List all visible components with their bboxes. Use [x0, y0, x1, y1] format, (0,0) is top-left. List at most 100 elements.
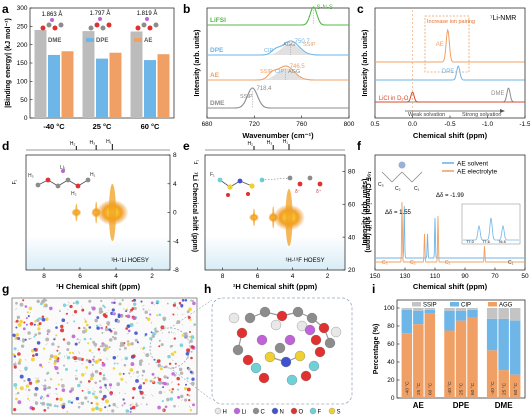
md-atom: [59, 397, 63, 402]
y-tick-label: 0: [391, 395, 395, 402]
svg-text:δ⁺: δ⁺: [316, 189, 322, 195]
md-atom: [74, 377, 79, 381]
md-atom: [17, 323, 22, 327]
bar-segment-agg: [455, 320, 467, 398]
md-atom: [81, 389, 84, 392]
md-atom: [192, 403, 195, 407]
md-atom: [190, 335, 195, 340]
cluster-atom: [300, 370, 312, 382]
md-atom: [43, 303, 46, 306]
md-atom: [111, 335, 115, 339]
md-atom: [41, 317, 46, 322]
md-atom: [161, 400, 164, 403]
x-tick-label: 800: [344, 121, 355, 128]
legend-atom-c: [252, 407, 260, 415]
cluster-atom: [242, 354, 254, 366]
y-tick-label: 60: [348, 201, 356, 208]
md-atom: [189, 318, 192, 321]
md-atom: [36, 341, 41, 345]
md-atom: [15, 326, 18, 329]
x-group-label: DPE: [453, 401, 470, 410]
md-atom: [60, 378, 63, 381]
x-tick-label: -1.0: [482, 121, 494, 128]
legend-label-dme: DME: [48, 38, 61, 44]
inset-spectrum: [463, 217, 519, 241]
spectrum-ae-electrolyte: [375, 201, 525, 263]
md-atom: [104, 406, 107, 409]
bar-dme: [130, 31, 143, 118]
md-atom: [90, 306, 93, 309]
peak-label-c1: C₁: [445, 260, 451, 266]
md-atom: [159, 367, 163, 371]
x-tick-label: 8: [42, 273, 46, 280]
md-atom: [66, 348, 70, 352]
cluster-atom: [284, 334, 296, 346]
md-bond: [100, 367, 103, 370]
md-atom: [48, 357, 52, 361]
md-atom: [108, 338, 113, 342]
panel-letter-c: c: [357, 2, 364, 16]
plot-frame: [204, 154, 346, 271]
bar-segment-ssip: [509, 308, 521, 321]
y-tick-label: 100: [17, 79, 28, 86]
x-tick-label: 8: [221, 273, 225, 280]
md-atom: [15, 301, 18, 305]
bar-segment-ssip: [444, 308, 455, 311]
md-atom: [34, 333, 38, 337]
md-atom: [80, 401, 85, 406]
md-atom: [135, 378, 139, 383]
md-atom: [178, 367, 183, 372]
md-atom: [122, 398, 125, 401]
legend-label: AE electrolyte: [457, 169, 497, 176]
md-atom: [158, 339, 161, 342]
md-atom: [112, 367, 116, 370]
md-atom: [94, 360, 99, 364]
md-atom: [123, 363, 127, 367]
md-atom: [80, 372, 85, 377]
md-bond: [122, 307, 125, 311]
md-bond: [15, 393, 18, 396]
md-atom: [93, 355, 96, 358]
md-atom: [88, 326, 92, 329]
x-tick-label: 6: [256, 273, 260, 280]
weak-solvation-label: Weak solvation: [408, 112, 445, 118]
md-atom: [33, 323, 36, 326]
md-atom: [61, 388, 66, 392]
md-atom: [36, 379, 40, 383]
md-bond: [83, 318, 87, 321]
md-bond: [142, 304, 145, 307]
md-atom: [98, 310, 103, 314]
md-bond: [143, 352, 146, 354]
md-bond: [125, 381, 128, 384]
md-atom: [125, 310, 128, 313]
md-atom: [90, 373, 95, 378]
x-tick-label: 4: [114, 273, 118, 280]
md-atom: [138, 385, 142, 390]
md-atom: [188, 330, 192, 334]
md-atom: [188, 398, 191, 402]
y-axis-label: ⁷Li Chemical shift (ppm): [191, 172, 198, 252]
md-atom: [145, 403, 148, 406]
peak-label-c1-ref: C₁: [508, 260, 514, 266]
md-atom: [23, 379, 26, 382]
md-atom: [178, 301, 182, 305]
md-atom: [43, 409, 47, 412]
md-bond: [161, 332, 164, 334]
cluster-atom: [259, 306, 271, 318]
md-atom: [106, 321, 111, 326]
bar-segment-agg: [413, 324, 424, 398]
bar-segment-cip: [486, 318, 498, 351]
md-bond: [161, 326, 164, 328]
md-atom: [126, 324, 131, 328]
md-atom: [149, 313, 152, 316]
md-atom: [153, 328, 156, 331]
x-tick-label: 2: [326, 273, 330, 280]
md-atom: [24, 338, 27, 341]
md-atom: [163, 382, 167, 386]
md-atom: [134, 331, 138, 335]
molecule-sketch-ae: [135, 17, 159, 31]
md-atom: [121, 404, 124, 407]
md-atom: [38, 317, 41, 320]
md-atom: [103, 306, 106, 309]
